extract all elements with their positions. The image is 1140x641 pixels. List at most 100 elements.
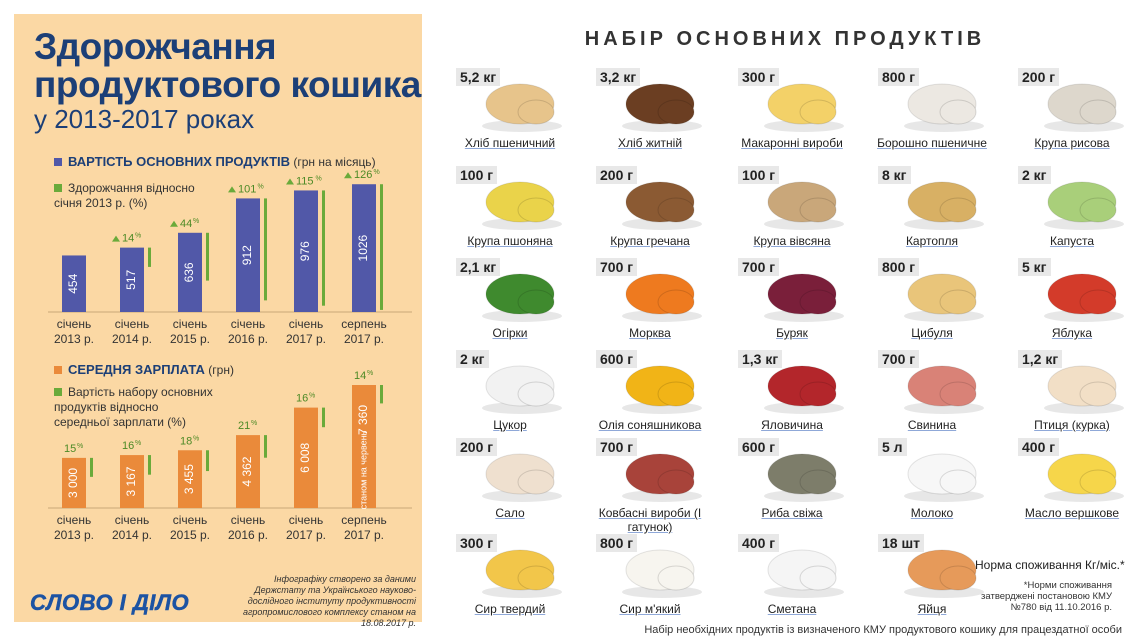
percent-sign: % bbox=[77, 443, 83, 450]
page-subtitle: у 2013-2017 роках bbox=[34, 104, 255, 134]
product-name[interactable]: Макаронні вироби bbox=[741, 136, 843, 150]
sugar-icon bbox=[482, 365, 562, 414]
product-name[interactable]: Птиця (курка) bbox=[1034, 418, 1110, 432]
product-shape-2 bbox=[939, 197, 977, 223]
product-name[interactable]: Сир м'який bbox=[619, 602, 681, 616]
product-name[interactable]: Цукор bbox=[493, 418, 527, 432]
bar-value-label: 4 362 bbox=[240, 456, 254, 486]
bar bbox=[352, 385, 376, 508]
product-quantity: 100 г bbox=[456, 166, 498, 184]
percent-sign: % bbox=[135, 233, 141, 240]
percent-marker bbox=[380, 184, 383, 310]
product-name[interactable]: Цибуля bbox=[911, 326, 953, 340]
product-name[interactable]: Ковбасні вироби (I гатунок) bbox=[598, 506, 702, 534]
product-item: 2,1 кг Огірки bbox=[440, 258, 580, 348]
percent-sign: % bbox=[316, 175, 322, 182]
product-name[interactable]: Хліб житній bbox=[617, 136, 683, 150]
legend-products-rest: (грн на місяць) bbox=[290, 155, 376, 169]
product-name[interactable]: Яблука bbox=[1051, 326, 1093, 340]
bar bbox=[352, 184, 376, 312]
product-quantity: 2 кг bbox=[456, 350, 489, 368]
product-name[interactable]: Свинина bbox=[907, 418, 957, 432]
product-name[interactable]: Молоко bbox=[910, 506, 954, 520]
product-name[interactable]: Крупа вівсяна bbox=[753, 234, 831, 248]
norma-title: Норма споживання Кг/міс.* bbox=[975, 558, 1125, 572]
product-name[interactable]: Яловичина bbox=[761, 418, 823, 432]
product-quantity: 300 г bbox=[738, 68, 780, 86]
product-name[interactable]: Картопля bbox=[905, 234, 959, 248]
legend-salary: СЕРЕДНЯ ЗАРПЛАТА (грн) bbox=[54, 362, 234, 378]
bar bbox=[178, 450, 202, 508]
product-item: 2 кг Цукор bbox=[440, 350, 580, 440]
product-item: 700 г Морква bbox=[580, 258, 720, 348]
product-quantity: 200 г bbox=[456, 438, 498, 456]
product-name[interactable]: Риба свіжа bbox=[761, 506, 823, 520]
product-name[interactable]: Буряк bbox=[776, 326, 808, 340]
product-item: 200 г Сало bbox=[440, 438, 580, 528]
bar-annotation: станом на червень bbox=[358, 430, 368, 509]
percent-marker bbox=[206, 450, 209, 472]
product-quantity: 400 г bbox=[738, 534, 780, 552]
product-shape-2 bbox=[517, 381, 555, 407]
bar-value-label: 3 000 bbox=[66, 468, 80, 498]
product-name[interactable]: Огірки bbox=[492, 326, 528, 340]
cheese-icon bbox=[482, 549, 562, 598]
chicken-icon bbox=[1044, 365, 1124, 414]
legend-share: Вартість набору основних продуктів відно… bbox=[54, 385, 213, 430]
product-quantity: 3,2 кг bbox=[596, 68, 641, 86]
product-shape-2 bbox=[517, 565, 555, 591]
product-name[interactable]: Морква bbox=[629, 326, 671, 340]
product-name[interactable]: Борошно пшеничне bbox=[877, 136, 987, 150]
product-name[interactable]: Хліб пшеничний bbox=[464, 136, 556, 150]
bar-value-label: 976 bbox=[298, 241, 312, 261]
bar-value-label: 912 bbox=[240, 245, 254, 265]
product-name[interactable]: Масло вершкове bbox=[1024, 506, 1120, 520]
product-name[interactable]: Сир твердий bbox=[474, 602, 546, 616]
bar bbox=[236, 198, 260, 312]
product-item: 100 г Крупа пшоняна bbox=[440, 166, 580, 256]
category-label: січень bbox=[173, 317, 207, 331]
products-title: НАБІР ОСНОВНИХ ПРОДУКТІВ bbox=[584, 28, 986, 50]
product-shape-2 bbox=[657, 469, 695, 495]
product-shape-2 bbox=[517, 197, 555, 223]
product-quantity: 400 г bbox=[1018, 438, 1060, 456]
product-shape-2 bbox=[517, 99, 555, 125]
product-shape-2 bbox=[1079, 289, 1117, 315]
norma-note: *Норми споживання затверджені постановою… bbox=[981, 580, 1112, 613]
product-quantity: 5 л bbox=[878, 438, 907, 456]
onion-icon bbox=[904, 273, 984, 322]
percent-marker bbox=[264, 435, 267, 458]
product-item: 1,2 кг Птиця (курка) bbox=[1002, 350, 1140, 440]
product-name[interactable]: Капуста bbox=[1049, 234, 1095, 248]
bar bbox=[236, 435, 260, 508]
product-item: 700 г Ковбасні вироби (I гатунок) bbox=[580, 438, 720, 534]
product-name[interactable]: Сметана bbox=[767, 602, 817, 616]
bar bbox=[120, 455, 144, 508]
product-name[interactable]: Сало bbox=[495, 506, 525, 520]
eggs-icon bbox=[904, 549, 984, 598]
product-name[interactable]: Крупа гречана bbox=[610, 234, 690, 248]
bar bbox=[62, 457, 86, 508]
product-shape-2 bbox=[517, 289, 555, 315]
legend-salary-bold: СЕРЕДНЯ ЗАРПЛАТА bbox=[68, 362, 205, 377]
product-item: 600 г Олія соняшникова bbox=[580, 350, 720, 440]
legend-increase-line1: Здорожчання відносно bbox=[68, 181, 195, 195]
up-arrow-icon bbox=[112, 235, 120, 242]
cucumber-icon bbox=[482, 273, 562, 322]
product-name[interactable]: Яйця bbox=[917, 602, 947, 616]
product-item: 8 кг Картопля bbox=[862, 166, 1002, 256]
product-name[interactable]: Олія соняшникова bbox=[598, 418, 702, 432]
product-name[interactable]: Крупа пшоняна bbox=[467, 234, 553, 248]
legend-share-line1: Вартість набору основних bbox=[68, 385, 213, 399]
bar-value-label: 517 bbox=[124, 269, 138, 289]
potato-icon bbox=[904, 181, 984, 230]
product-quantity: 600 г bbox=[738, 438, 780, 456]
bar-value-label: 454 bbox=[66, 273, 80, 293]
buckwheat-icon bbox=[622, 181, 702, 230]
bar bbox=[294, 407, 318, 508]
product-shape-2 bbox=[1079, 469, 1117, 495]
product-item: 400 г Сметана bbox=[722, 534, 862, 624]
product-name[interactable]: Крупа рисова bbox=[1034, 136, 1110, 150]
percent-marker bbox=[322, 190, 325, 306]
pasta-icon bbox=[764, 83, 844, 132]
